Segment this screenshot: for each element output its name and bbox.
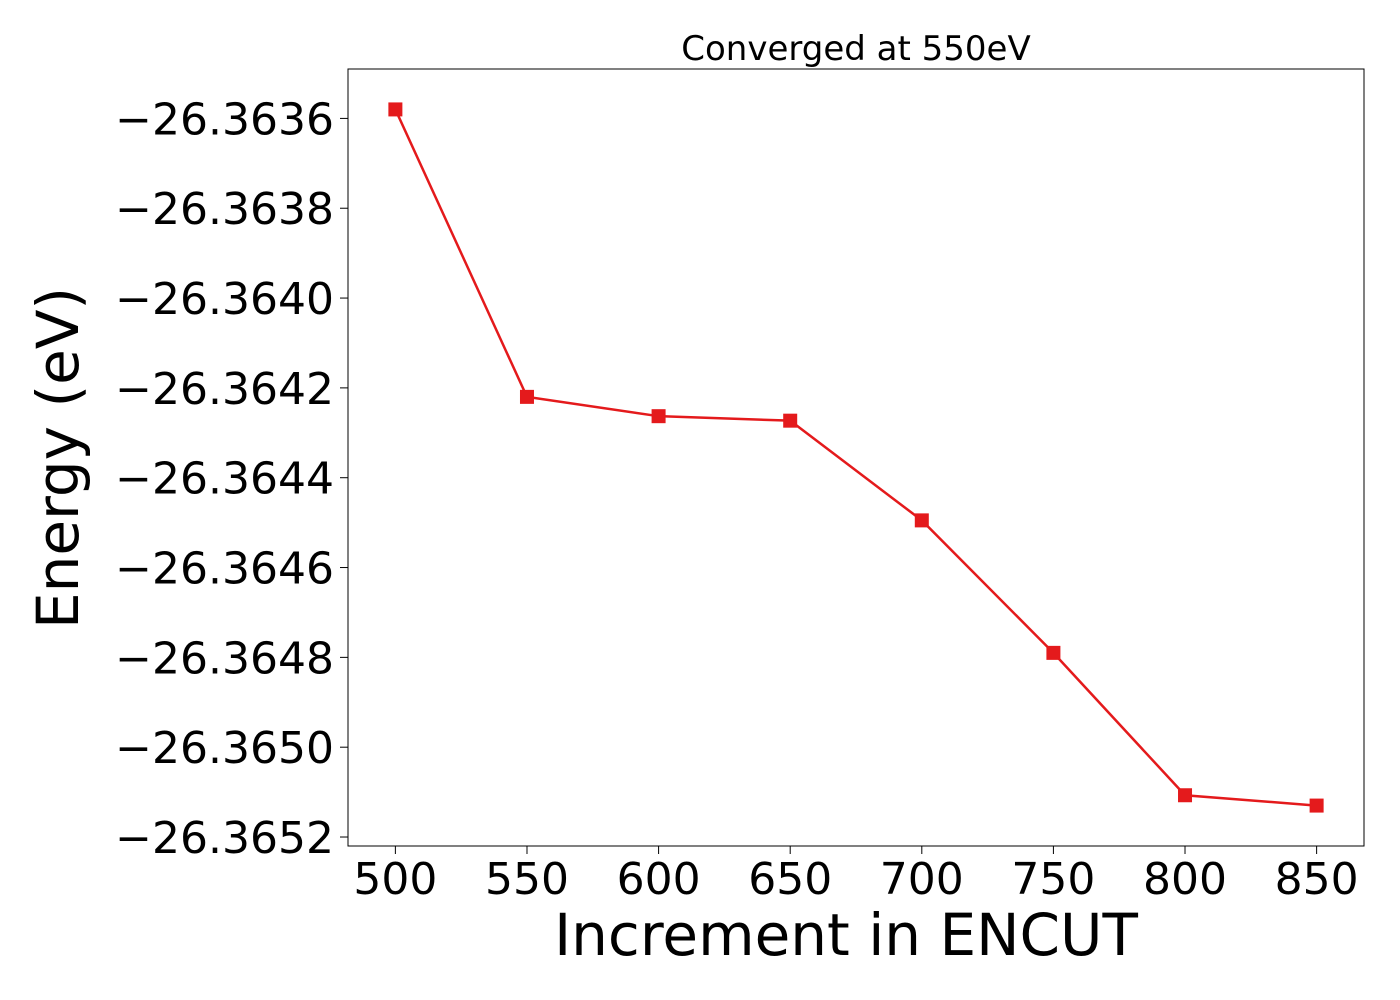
y-tick-label: −26.3652 [115,813,334,864]
data-point-marker [783,413,798,428]
data-point-marker [519,389,534,404]
y-tick-label: −26.3636 [115,94,334,145]
y-tick-label: −26.3646 [115,544,334,595]
x-tick-label: 600 [617,854,701,905]
data-point-marker [651,409,666,424]
x-axis-label: Increment in ENCUT [554,901,1138,969]
x-tick-label: 500 [353,854,437,905]
ticks-layer: 500 550 600 650 700 750 800 850 −26.3636 −26.3638… [115,94,1358,905]
x-tick-label: 850 [1275,854,1359,905]
y-tick-label: −26.3648 [115,633,334,684]
y-tick-label: −26.3638 [115,184,334,235]
plot-frame [347,68,1365,847]
series-line [394,108,1317,807]
data-point-marker [914,513,929,528]
chart-title: Converged at 550eV [681,29,1030,69]
data-point-marker [1309,798,1324,813]
y-axis-label: Energy (eV) [24,287,92,629]
data-point-marker [1178,788,1193,803]
series-layer [388,102,1324,813]
data-point-marker [1046,645,1061,660]
x-tick-label: 550 [485,854,569,905]
y-tick-label: −26.3642 [115,364,334,415]
y-tick-label: −26.3650 [115,723,334,774]
x-tick-label: 700 [880,854,964,905]
y-tick-label: −26.3644 [115,454,334,505]
x-tick-label: 800 [1143,854,1227,905]
x-tick-label: 650 [748,854,832,905]
y-tick-label: −26.3640 [115,274,334,325]
x-tick-label: 750 [1011,854,1095,905]
data-point-marker [388,102,403,117]
